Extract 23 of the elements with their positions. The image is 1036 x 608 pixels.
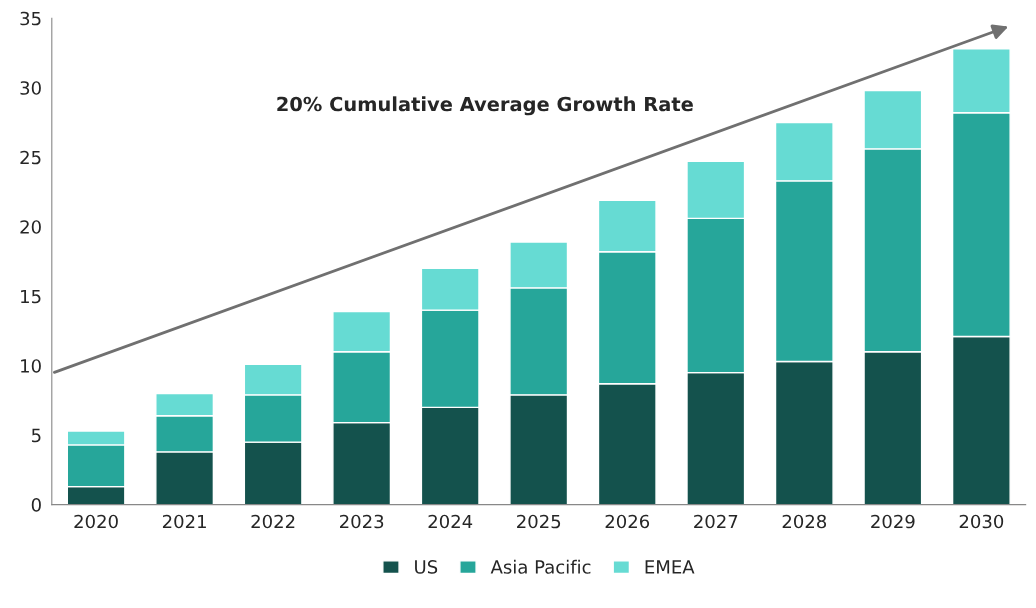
y-tick-label: 0 xyxy=(31,498,41,512)
x-tick-label: 2022 xyxy=(251,514,295,529)
x-tick-label: 2021 xyxy=(162,514,206,529)
y-tick-label: 10 xyxy=(21,359,41,373)
y-tick-label: 30 xyxy=(20,81,41,95)
legend-label: US xyxy=(415,560,438,574)
x-tick-label: 2024 xyxy=(428,514,473,529)
legend-label: EMEA xyxy=(645,560,695,574)
x-tick-label: 2025 xyxy=(517,514,561,529)
x-tick-label: 2030 xyxy=(959,514,1004,529)
x-tick-label: 2020 xyxy=(74,514,118,529)
x-tick-label: 2028 xyxy=(782,514,827,529)
x-tick-label: 2023 xyxy=(340,514,384,529)
y-tick-label: 20 xyxy=(20,220,41,234)
y-tick-label: 5 xyxy=(31,428,41,443)
y-tick-label: 25 xyxy=(20,150,41,165)
x-tick-label: 2027 xyxy=(694,514,738,529)
x-tick-label: 2029 xyxy=(871,514,915,529)
legend-label: Asia Pacific xyxy=(490,559,591,574)
annotation: 20% Cumulative Average Growth Rate xyxy=(277,96,693,116)
y-tick-label: 35 xyxy=(20,11,41,26)
x-tick-label: 2026 xyxy=(605,514,650,529)
y-tick-label: 15 xyxy=(21,289,41,304)
